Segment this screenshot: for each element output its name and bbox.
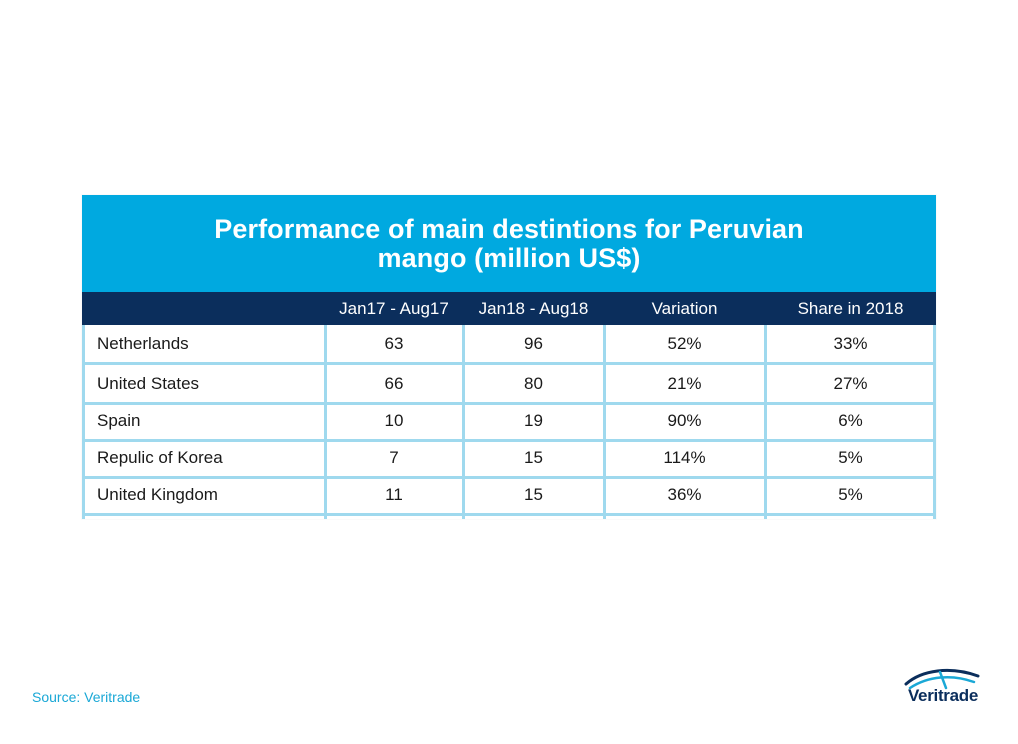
cell-share-2018: 5% bbox=[838, 485, 863, 504]
table-row: United States 66 80 21% 27% bbox=[82, 365, 936, 405]
cell-country: United States bbox=[97, 374, 200, 393]
cell-country: Spain bbox=[97, 411, 141, 430]
table-body: Netherlands 63 96 52% 33% United States … bbox=[82, 325, 936, 519]
grid-line-col-4 bbox=[764, 325, 767, 519]
cell-variation: 52% bbox=[667, 334, 702, 353]
cell-jan17-aug17: 7 bbox=[389, 448, 399, 467]
header-cell-jan17-aug17: Jan17 - Aug17 bbox=[339, 299, 449, 318]
cell-jan18-aug18: 96 bbox=[524, 334, 543, 353]
title-line-1: Performance of main destintions for Peru… bbox=[214, 213, 804, 244]
grid-line-col-3 bbox=[603, 325, 606, 519]
cell-country: Netherlands bbox=[97, 334, 189, 353]
cell-jan17-aug17: 66 bbox=[384, 374, 404, 393]
table-title: Performance of main destintions for Peru… bbox=[82, 195, 936, 292]
source-note: Source: Veritrade bbox=[32, 689, 141, 705]
header-cell-jan18-aug18: Jan18 - Aug18 bbox=[478, 299, 589, 318]
header-cell-variation: Variation bbox=[651, 299, 718, 318]
header-cell-country bbox=[82, 292, 325, 325]
grid-line-col-1 bbox=[324, 325, 327, 519]
cell-share-2018: 33% bbox=[833, 334, 868, 353]
data-table: Performance of main destintions for Peru… bbox=[82, 195, 936, 519]
cell-variation: 90% bbox=[667, 411, 702, 430]
cell-jan18-aug18: 80 bbox=[524, 374, 543, 393]
cell-variation: 36% bbox=[667, 485, 702, 504]
cell-share-2018: 6% bbox=[838, 411, 863, 430]
header-cell-share-2018: Share in 2018 bbox=[797, 299, 904, 318]
cell-jan18-aug18: 15 bbox=[524, 448, 543, 467]
title-line-2: mango (million US$) bbox=[377, 242, 641, 273]
cell-jan18-aug18: 15 bbox=[524, 485, 543, 504]
cell-share-2018: 5% bbox=[838, 448, 863, 467]
cell-jan17-aug17: 11 bbox=[385, 485, 403, 504]
veritrade-logo: Veritrade bbox=[900, 668, 986, 716]
cell-jan18-aug18: 19 bbox=[524, 411, 543, 430]
cell-share-2018: 27% bbox=[833, 374, 868, 393]
cell-country: Repulic of Korea bbox=[97, 448, 223, 467]
logo-wordmark: Veritrade bbox=[907, 686, 979, 705]
logo-swoosh-icon bbox=[904, 669, 980, 690]
table-row: Netherlands 63 96 52% 33% bbox=[82, 325, 936, 365]
table-row: United Kingdom 11 15 36% 5% bbox=[82, 476, 936, 516]
header-row: Jan17 - Aug17 Jan18 - Aug18 Variation Sh… bbox=[82, 292, 936, 325]
grid-line-col-2 bbox=[462, 325, 465, 519]
cell-country: United Kingdom bbox=[97, 485, 218, 504]
grid-line-right bbox=[933, 325, 936, 519]
cell-jan17-aug17: 10 bbox=[384, 411, 404, 430]
cell-jan17-aug17: 63 bbox=[384, 334, 404, 353]
table-row: Repulic of Korea 7 15 114% 5% bbox=[82, 439, 936, 479]
cell-variation: 114% bbox=[663, 448, 706, 467]
cell-variation: 21% bbox=[667, 374, 702, 393]
grid-line-left bbox=[82, 325, 85, 519]
table-row: Spain 10 19 90% 6% bbox=[82, 402, 936, 442]
